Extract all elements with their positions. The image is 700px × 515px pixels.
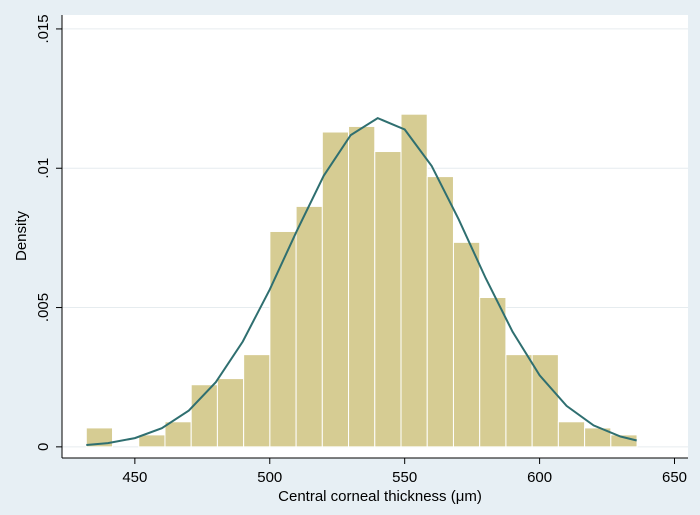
bar: [138, 434, 166, 448]
bar: [321, 131, 350, 448]
bar: [452, 241, 481, 448]
y-axis-label: Density: [13, 210, 30, 261]
y-tick-label: 0: [35, 443, 52, 451]
y-tick-label: .015: [35, 14, 52, 43]
density-curve: [86, 116, 637, 446]
bar: [348, 125, 376, 448]
x-tick-label: 450: [122, 469, 147, 486]
bar: [216, 378, 245, 448]
bar: [164, 421, 192, 448]
x-tick-label: 600: [527, 469, 552, 486]
bar: [426, 176, 454, 448]
y-tick-label: .005: [35, 293, 52, 322]
bar: [557, 421, 586, 448]
bar: [400, 113, 428, 448]
bar: [610, 434, 638, 448]
x-tick-label: 500: [257, 469, 282, 486]
bar: [479, 297, 507, 448]
bar: [85, 427, 114, 448]
x-axis-label: Central corneal thickness (μm): [278, 488, 482, 505]
x-tick-label: 650: [662, 469, 687, 486]
x-tick-label: 550: [392, 469, 417, 486]
bar: [295, 205, 323, 448]
y-tick-label: .01: [35, 158, 52, 179]
bar: [243, 354, 271, 448]
bar: [505, 354, 533, 448]
bar: [269, 230, 297, 448]
bar: [374, 151, 402, 448]
